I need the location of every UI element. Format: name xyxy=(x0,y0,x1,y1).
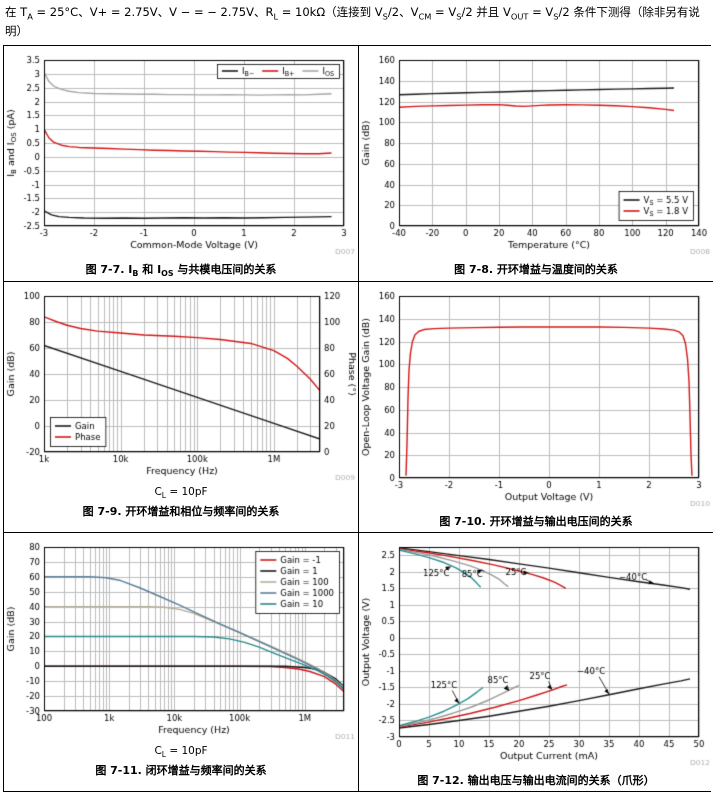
figure-7-11-panel: CL = 10pF 图 7-11. 闭环增益与频率间的关系 xyxy=(4,533,359,792)
figure-7-8-caption: 图 7-8. 开环增益与温度间的关系 xyxy=(454,262,618,276)
chart-7-9-canvas xyxy=(4,288,358,485)
chart-7-12-canvas xyxy=(359,539,713,770)
figure-7-10-caption: 图 7-10. 开环增益与输出电压间的关系 xyxy=(439,515,633,529)
figures-grid: 图 7-7. IB 和 IOS 与共模电压间的关系 图 7-8. 开环增益与温度… xyxy=(3,44,713,793)
figure-7-9-condition: CL = 10pF xyxy=(154,486,208,501)
figure-7-7-panel: 图 7-7. IB 和 IOS 与共模电压间的关系 xyxy=(4,45,359,283)
figure-7-12-caption: 图 7-12. 输出电压与输出电流间的关系（爪形） xyxy=(417,774,655,788)
figure-7-10-panel: 图 7-10. 开环增益与输出电压间的关系 xyxy=(359,282,713,534)
chart-7-7-canvas xyxy=(4,51,358,258)
figure-7-8-panel: 图 7-8. 开环增益与温度间的关系 xyxy=(359,45,713,283)
figure-7-11-caption: 图 7-11. 闭环增益与频率间的关系 xyxy=(95,764,267,778)
chart-7-10-canvas xyxy=(359,288,713,511)
chart-7-11-canvas xyxy=(4,539,358,744)
figure-7-12-panel: 图 7-12. 输出电压与输出电流间的关系（爪形） xyxy=(359,533,713,792)
figure-7-9-panel: CL = 10pF 图 7-9. 开环增益和相位与频率间的关系 xyxy=(4,282,359,534)
figure-7-7-caption: 图 7-7. IB 和 IOS 与共模电压间的关系 xyxy=(85,262,277,279)
test-conditions-note: 在 TA = 25°C、V+ = 2.75V、V − = − 2.75V、RL … xyxy=(5,5,700,38)
figure-7-9-caption: 图 7-9. 开环增益和相位与频率间的关系 xyxy=(82,505,280,519)
figure-7-11-condition: CL = 10pF xyxy=(154,745,208,760)
chart-7-8-canvas xyxy=(359,51,713,258)
